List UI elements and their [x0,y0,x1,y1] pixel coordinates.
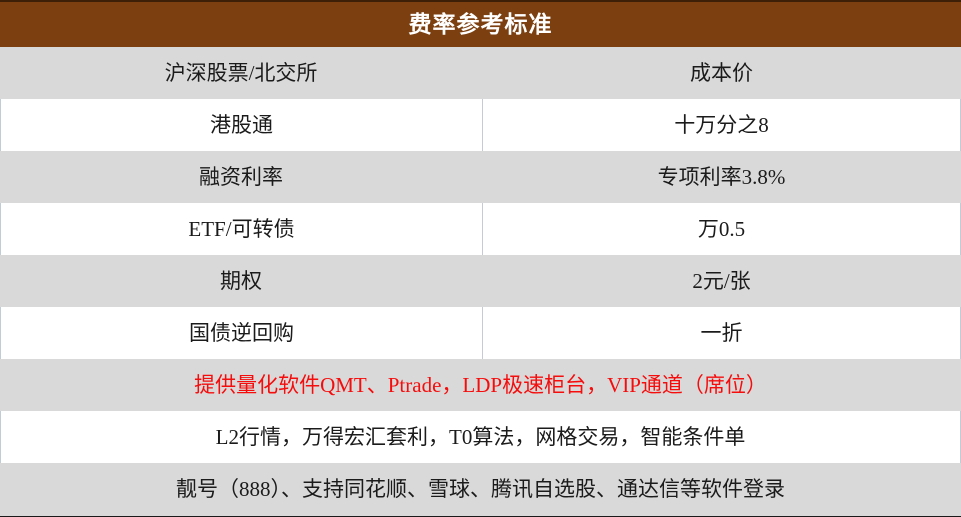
row-value-cell: 万0.5 [697,216,746,241]
note-text: L2行情，万得宏汇套利，T0算法，网格交易，智能条件单 [215,424,746,449]
highlight-note-text: 提供量化软件QMT、Ptrade，LDP极速柜台，VIP通道（席位） [194,372,767,397]
row-value-cell: 专项利率3.8% [657,164,786,189]
fee-rate-table: 沪深股票/北交所 成本价 港股通 十万分之8 融资利率 专项利率3.8% ETF… [0,47,961,517]
row-label-cell: 国债逆回购 [1,307,483,359]
table-row-note: 靓号（888）、支持同花顺、雪球、腾讯自选股、通达信等软件登录 [0,463,961,516]
row-label-cell: 沪深股票/北交所 [164,60,318,85]
table-header-bar: 费率参考标准 [0,0,961,47]
table-row: 融资利率 专项利率3.8% [0,151,961,203]
page-title: 费率参考标准 [408,12,553,37]
table-row: 港股通 十万分之8 [0,99,961,151]
row-label-cell: ETF/可转债 [1,203,483,255]
table-row: 沪深股票/北交所 成本价 [0,47,961,99]
table-row-highlight: 提供量化软件QMT、Ptrade，LDP极速柜台，VIP通道（席位） [0,359,961,411]
row-label-cell: 融资利率 [199,164,283,189]
row-label-cell: 期权 [220,268,262,293]
note-text: 靓号（888）、支持同花顺、雪球、腾讯自选股、通达信等软件登录 [176,477,785,501]
row-value-cell: 一折 [700,320,743,345]
table-row: ETF/可转债 万0.5 [0,203,961,255]
table-row-note: L2行情，万得宏汇套利，T0算法，网格交易，智能条件单 [0,411,961,463]
row-value-cell: 2元/张 [692,268,751,293]
row-value-cell: 十万分之8 [674,112,769,137]
table-row: 期权 2元/张 [0,255,961,307]
row-value-cell: 成本价 [690,60,753,85]
table-row: 国债逆回购 一折 [0,307,961,359]
row-label-cell: 港股通 [1,99,483,151]
